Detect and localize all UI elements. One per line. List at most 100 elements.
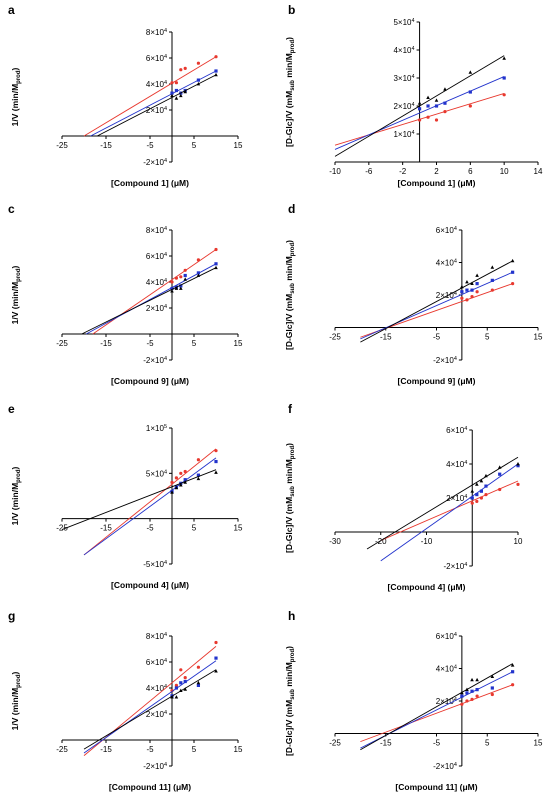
y-tick-label: -5×104 <box>143 560 167 569</box>
fit-line <box>83 448 217 556</box>
data-point <box>170 286 174 291</box>
data-point <box>170 91 174 95</box>
data-point <box>170 480 174 484</box>
data-point <box>490 686 494 690</box>
data-point <box>434 104 439 108</box>
data-point <box>460 284 464 289</box>
x-tick-label: 10 <box>514 537 523 546</box>
data-point <box>174 81 178 85</box>
data-point <box>183 66 187 70</box>
data-point <box>479 489 483 493</box>
data-point <box>183 679 187 684</box>
data-point <box>516 482 520 486</box>
data-point <box>214 669 218 673</box>
y-tick-label: 2×104 <box>446 494 467 503</box>
data-point <box>174 695 179 699</box>
y-tick-label: -2×104 <box>444 562 468 571</box>
data-point <box>443 110 447 114</box>
panel-c: c -25 -15 -5 5 15 -2×104 2×104 4×104 6×104 8×104 [C… <box>8 202 243 386</box>
data-point <box>470 677 474 682</box>
data-point <box>470 501 474 505</box>
data-point <box>426 104 430 108</box>
series-circle <box>360 683 515 743</box>
x-tick-label: 15 <box>234 745 243 754</box>
fit-line <box>380 480 519 541</box>
x-tick-label: -20 <box>375 537 387 546</box>
series-square <box>85 262 218 335</box>
data-point <box>179 275 183 279</box>
panel-d: d -25 -15 -5 5 15 -2×104 2×104 4×104 6×104 [Compou… <box>284 202 543 386</box>
y-tick-label: 8×104 <box>146 632 167 641</box>
data-point <box>174 286 179 290</box>
x-tick-label: -10 <box>329 167 341 176</box>
data-point <box>460 296 464 300</box>
data-point <box>214 265 218 270</box>
data-point <box>470 288 474 292</box>
series-circle <box>92 247 218 335</box>
data-point <box>174 485 179 490</box>
series-circle <box>380 480 520 541</box>
fit-line <box>360 684 513 743</box>
data-point <box>470 689 474 693</box>
x-tick-label: 14 <box>534 167 543 176</box>
x-axis-title: [Compound 1] (μM) <box>111 178 189 188</box>
fit-line <box>83 660 217 754</box>
data-point <box>434 118 439 122</box>
data-point <box>434 98 439 102</box>
data-point <box>484 493 488 497</box>
series-triangle <box>83 669 218 750</box>
x-tick-label: 5 <box>485 333 490 342</box>
y-tick-label: 4×104 <box>146 278 167 287</box>
data-point <box>214 69 218 73</box>
data-point <box>196 665 200 669</box>
data-point <box>465 298 469 302</box>
y-tick-label: 5×104 <box>393 18 414 27</box>
panel-label: h <box>288 609 295 623</box>
y-tick-label: 2×104 <box>146 106 167 115</box>
data-point <box>170 695 174 699</box>
data-point <box>170 81 174 85</box>
panel-b: b -10 -6 -2 2 6 10 14 1×104 2×104 3×104 4×104 5×104 [… <box>284 3 543 188</box>
fit-line <box>96 74 217 137</box>
y-tick-label: 4×104 <box>436 665 457 674</box>
y-tick-label: 2×104 <box>436 291 457 300</box>
y-tick-label: 6×104 <box>446 426 467 435</box>
fit-line <box>334 55 505 157</box>
data-point <box>468 104 472 108</box>
series-triangle <box>61 469 218 530</box>
data-point <box>475 482 479 486</box>
x-axis-title: [Compound 9] (μM) <box>111 376 189 386</box>
data-point <box>183 277 187 281</box>
data-point <box>460 690 464 695</box>
series-square <box>360 270 515 340</box>
fit-line <box>83 457 217 556</box>
data-point <box>196 476 201 481</box>
x-tick-label: -15 <box>100 524 112 533</box>
data-point <box>460 290 464 294</box>
data-point <box>510 258 515 263</box>
fit-line <box>334 76 505 150</box>
data-point <box>183 687 187 691</box>
data-point <box>443 87 447 91</box>
data-point <box>475 273 479 277</box>
data-point <box>465 280 469 284</box>
data-point <box>465 691 469 695</box>
data-point <box>443 101 447 105</box>
data-point <box>470 496 474 500</box>
x-tick-label: 5 <box>192 141 197 150</box>
x-tick-label: 10 <box>500 167 509 176</box>
x-tick-label: -25 <box>56 524 68 533</box>
data-point <box>490 288 494 292</box>
y-tick-label: 8×104 <box>146 226 167 235</box>
x-tick-label: 5 <box>192 745 197 754</box>
series-triangle <box>366 456 520 550</box>
y-tick-label: 4×104 <box>146 684 167 693</box>
data-point <box>179 688 183 692</box>
fit-line <box>83 669 217 750</box>
data-point <box>183 676 187 680</box>
data-point <box>174 476 178 480</box>
x-axis-title: [Compound 4] (μM) <box>111 580 189 590</box>
data-point <box>183 273 187 278</box>
x-axis-title: [Compound 4] (μM) <box>388 582 466 592</box>
data-point <box>516 464 520 468</box>
